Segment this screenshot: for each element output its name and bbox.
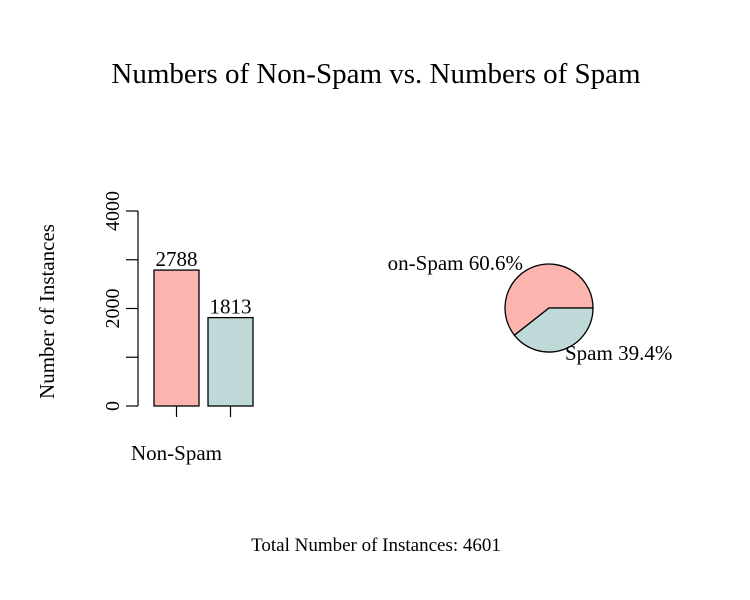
bar-value-label: 2788 (156, 247, 198, 271)
x-category-label: Non-Spam (131, 441, 222, 465)
y-tick-label: 2000 (102, 289, 124, 329)
bar-chart: 0 2000 4000 Number of Instances 2788 1813 Non-… (35, 191, 254, 465)
chart-title: Numbers of Non-Spam vs. Numbers of Spam (111, 58, 641, 90)
bar-non-spam (153, 269, 200, 407)
pie-slice-label: Spam 39.4% (565, 341, 672, 365)
pie-slice-non-spam (504, 263, 594, 337)
pie-chart: on-Spam 60.6% Spam 39.4% (388, 251, 673, 365)
pie-slice-spam (513, 307, 594, 353)
y-tick-label: 0 (102, 401, 124, 411)
pie-slice-label: on-Spam 60.6% (388, 251, 523, 275)
y-axis-label: Number of Instances (35, 224, 59, 399)
bar-value-label: 1813 (210, 295, 252, 319)
total-instances-label: Total Number of Instances: 4601 (251, 535, 501, 556)
bar-spam (207, 316, 254, 407)
y-tick-label: 4000 (102, 191, 124, 231)
